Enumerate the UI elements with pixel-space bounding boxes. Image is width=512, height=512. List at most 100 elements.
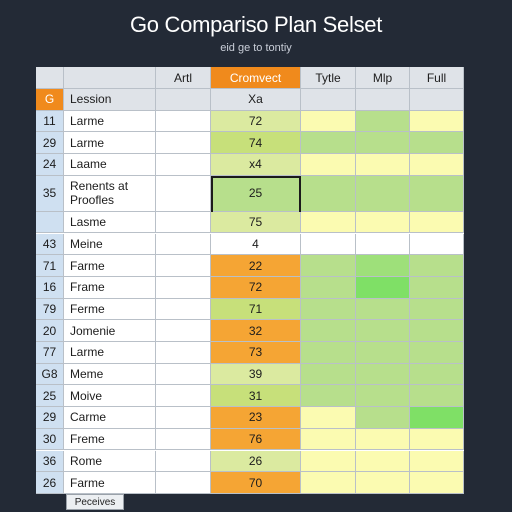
rating-cell[interactable]: [410, 89, 464, 111]
row-number[interactable]: 79: [36, 298, 64, 321]
rating-cell[interactable]: [410, 472, 464, 494]
rating-cell[interactable]: [410, 211, 464, 234]
rating-cell[interactable]: [301, 320, 356, 342]
comparison-value-cell[interactable]: 73: [211, 342, 301, 364]
row-number[interactable]: 11: [36, 110, 64, 133]
comparison-value-cell[interactable]: 23: [211, 407, 301, 429]
column-header[interactable]: Mlp: [356, 67, 410, 89]
row-label[interactable]: Farme: [64, 472, 156, 494]
row-label[interactable]: Lession: [64, 89, 156, 111]
rating-cell[interactable]: [301, 428, 356, 451]
comparison-value-cell[interactable]: 26: [211, 450, 301, 473]
rating-cell[interactable]: [301, 132, 356, 155]
row-label[interactable]: Farme: [64, 255, 156, 277]
rating-cell[interactable]: [356, 132, 410, 155]
row-label[interactable]: Carme: [64, 407, 156, 429]
comparison-value-cell[interactable]: 72: [211, 110, 301, 133]
artl-cell[interactable]: [156, 211, 211, 234]
comparison-value-cell[interactable]: 71: [211, 298, 301, 321]
artl-cell[interactable]: [156, 276, 211, 299]
row-label[interactable]: Meine: [64, 233, 156, 256]
rating-cell[interactable]: [301, 211, 356, 234]
rating-cell[interactable]: [410, 342, 464, 364]
rating-cell[interactable]: [301, 385, 356, 408]
row-number[interactable]: [36, 211, 64, 234]
row-label[interactable]: Rome: [64, 450, 156, 473]
rating-cell[interactable]: [356, 385, 410, 408]
rating-cell[interactable]: [301, 175, 356, 212]
row-number[interactable]: 20: [36, 320, 64, 342]
rating-cell[interactable]: [410, 320, 464, 342]
rating-cell[interactable]: [356, 255, 410, 277]
rating-cell[interactable]: [356, 363, 410, 386]
rating-cell[interactable]: [301, 342, 356, 364]
row-number[interactable]: 29: [36, 407, 64, 429]
artl-cell[interactable]: [156, 385, 211, 408]
rating-cell[interactable]: [301, 363, 356, 386]
comparison-value-cell[interactable]: 76: [211, 428, 301, 451]
column-header[interactable]: [36, 67, 64, 89]
column-header[interactable]: Cromvect: [211, 67, 301, 89]
comparison-value-cell[interactable]: 39: [211, 363, 301, 386]
artl-cell[interactable]: [156, 154, 211, 176]
row-number[interactable]: 25: [36, 385, 64, 408]
row-label[interactable]: Larme: [64, 342, 156, 364]
row-number[interactable]: 26: [36, 472, 64, 494]
row-label[interactable]: Lasme: [64, 211, 156, 234]
row-number[interactable]: 35: [36, 175, 64, 212]
rating-cell[interactable]: [410, 233, 464, 256]
artl-cell[interactable]: [156, 89, 211, 111]
artl-cell[interactable]: [156, 363, 211, 386]
artl-cell[interactable]: [156, 233, 211, 256]
rating-cell[interactable]: [356, 428, 410, 451]
artl-cell[interactable]: [156, 255, 211, 277]
rating-cell[interactable]: [356, 154, 410, 176]
rating-cell[interactable]: [410, 298, 464, 321]
rating-cell[interactable]: [301, 407, 356, 429]
rating-cell[interactable]: [301, 154, 356, 176]
column-header[interactable]: Full: [410, 67, 464, 89]
artl-cell[interactable]: [156, 132, 211, 155]
comparison-value-cell[interactable]: 32: [211, 320, 301, 342]
row-number[interactable]: 29: [36, 132, 64, 155]
row-label[interactable]: Larme: [64, 110, 156, 133]
row-number[interactable]: G: [36, 89, 64, 111]
row-number[interactable]: 43: [36, 233, 64, 256]
row-number[interactable]: 24: [36, 154, 64, 176]
rating-cell[interactable]: [356, 407, 410, 429]
comparison-value-cell[interactable]: Xa: [211, 89, 301, 111]
row-label[interactable]: Meme: [64, 363, 156, 386]
row-number[interactable]: 16: [36, 276, 64, 299]
artl-cell[interactable]: [156, 472, 211, 494]
artl-cell[interactable]: [156, 175, 211, 212]
rating-cell[interactable]: [301, 110, 356, 133]
rating-cell[interactable]: [301, 450, 356, 473]
rating-cell[interactable]: [410, 110, 464, 133]
rating-cell[interactable]: [301, 255, 356, 277]
rating-cell[interactable]: [356, 342, 410, 364]
comparison-value-cell[interactable]: 25: [211, 175, 301, 212]
rating-cell[interactable]: [410, 154, 464, 176]
rating-cell[interactable]: [356, 89, 410, 111]
rating-cell[interactable]: [356, 233, 410, 256]
rating-cell[interactable]: [356, 110, 410, 133]
column-header[interactable]: [64, 67, 156, 89]
rating-cell[interactable]: [301, 233, 356, 256]
rating-cell[interactable]: [410, 363, 464, 386]
row-label[interactable]: Renents at Proofles: [64, 175, 156, 212]
row-label[interactable]: Freme: [64, 428, 156, 451]
artl-cell[interactable]: [156, 450, 211, 473]
row-number[interactable]: G8: [36, 363, 64, 386]
column-header[interactable]: Artl: [156, 67, 211, 89]
rating-cell[interactable]: [356, 175, 410, 212]
rating-cell[interactable]: [356, 298, 410, 321]
row-number[interactable]: 77: [36, 342, 64, 364]
artl-cell[interactable]: [156, 342, 211, 364]
rating-cell[interactable]: [410, 175, 464, 212]
rating-cell[interactable]: [410, 407, 464, 429]
rating-cell[interactable]: [410, 428, 464, 451]
comparison-value-cell[interactable]: x4: [211, 154, 301, 176]
column-header[interactable]: Tytle: [301, 67, 356, 89]
row-label[interactable]: Jomenie: [64, 320, 156, 342]
sheet-tab[interactable]: Peceives: [66, 494, 124, 510]
